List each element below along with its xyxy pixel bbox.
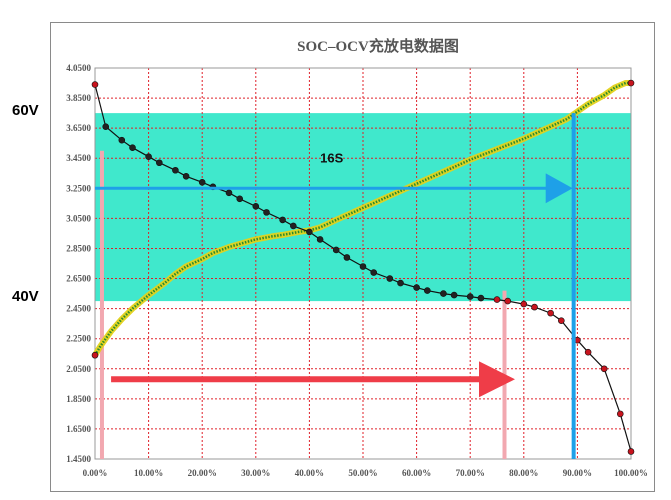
discharge-point	[450, 291, 458, 299]
discharge-point	[182, 172, 190, 180]
discharge-point	[397, 279, 404, 287]
discharge-point	[290, 222, 297, 230]
discharge-point	[343, 254, 351, 261]
discharge-point	[466, 293, 474, 300]
charge-curve	[93, 81, 631, 356]
discharge-point	[520, 300, 528, 308]
discharge-point	[306, 228, 313, 236]
y-tick-label: 1.4500	[66, 454, 91, 464]
discharge-point	[493, 296, 501, 303]
x-tick-label: 50.00%	[348, 468, 377, 478]
x-tick-label: 0.00%	[83, 468, 108, 478]
discharge-point	[386, 275, 394, 282]
y-tick-label: 3.2500	[66, 183, 91, 193]
chart-title: SOC–OCV充放电数据图	[297, 37, 459, 55]
chart-frame: 0.00% 10.00% 20.00% 30.00% 40.00% 50.00% 60.00…	[50, 22, 655, 492]
x-tick-label: 30.00%	[241, 468, 270, 478]
y-tick-label: 2.8500	[66, 243, 91, 253]
discharge-point	[102, 123, 110, 130]
discharge-point	[156, 159, 163, 167]
voltage-label-40v: 40V	[12, 288, 39, 305]
band-annotation-16s: 16S	[320, 151, 343, 166]
x-tick-label: 70.00%	[456, 468, 485, 478]
discharge-point	[370, 269, 378, 276]
discharge-point	[225, 189, 233, 197]
y-tick-label: 2.0500	[66, 364, 91, 374]
y-tick-label: 3.8500	[66, 93, 91, 103]
discharge-point	[477, 294, 485, 302]
charge-start-point	[91, 351, 99, 359]
discharge-point	[118, 136, 126, 144]
discharge-point	[263, 209, 270, 216]
discharge-point	[558, 317, 565, 324]
discharge-point	[91, 81, 99, 88]
x-tick-label: 20.00%	[188, 468, 217, 478]
discharge-point	[252, 203, 260, 210]
discharge-point	[440, 290, 447, 297]
discharge-point	[424, 287, 431, 294]
y-tick-label: 3.4500	[66, 153, 91, 163]
y-tick-label: 2.4500	[66, 304, 91, 314]
y-tick-label: 3.6500	[66, 123, 91, 133]
x-tick-label: 100.00%	[614, 468, 648, 478]
x-tick-label: 80.00%	[509, 468, 538, 478]
x-tick-label: 60.00%	[402, 468, 431, 478]
y-tick-label: 4.0500	[66, 63, 91, 73]
discharge-point	[145, 153, 152, 161]
x-tick-label: 40.00%	[295, 468, 324, 478]
x-tick-label: 10.00%	[134, 468, 163, 478]
y-tick-label: 2.6500	[66, 274, 91, 284]
soc-ocv-chart: 0.00% 10.00% 20.00% 30.00% 40.00% 50.00% 60.00…	[66, 37, 648, 478]
discharge-point	[600, 365, 608, 373]
discharge-point	[236, 195, 244, 203]
y-tick-label: 1.8500	[66, 394, 91, 404]
discharge-point	[616, 410, 624, 418]
y-tick-label: 3.0500	[66, 213, 91, 223]
discharge-point	[316, 236, 324, 243]
discharge-point	[198, 178, 206, 186]
discharge-point	[547, 309, 554, 317]
plot-border	[94, 67, 632, 460]
discharge-point	[129, 144, 136, 152]
discharge-point	[504, 297, 512, 305]
discharge-point	[627, 448, 635, 455]
x-tick-label: 90.00%	[563, 468, 592, 478]
discharge-point	[413, 284, 420, 291]
voltage-label-60v: 60V	[12, 102, 39, 119]
discharge-point	[531, 303, 538, 311]
discharge-point	[584, 348, 592, 356]
y-tick-label: 2.2500	[66, 334, 91, 344]
charge-end-point	[627, 79, 635, 87]
discharge-point	[332, 246, 340, 254]
discharge-point	[359, 263, 367, 270]
y-tick-label: 1.6500	[66, 424, 91, 434]
discharge-point	[172, 166, 179, 174]
discharge-point	[279, 216, 286, 224]
